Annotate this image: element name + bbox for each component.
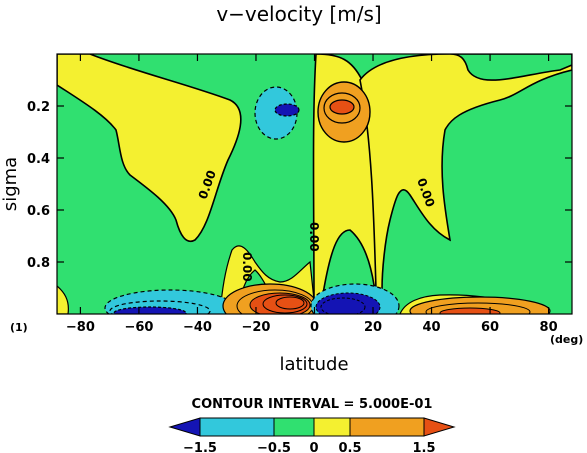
- colorbar-label-2: 0: [309, 441, 318, 453]
- colorbar-label-4: 1.5: [412, 441, 435, 453]
- x-tick-label: −20: [241, 320, 270, 335]
- colorbar-label-3: 0.5: [338, 441, 361, 453]
- y-tick-label: 0.6: [27, 204, 50, 219]
- negative-cell-north-surface-c2: [320, 297, 366, 314]
- positive-cell-north-surface-inner: [439, 307, 501, 314]
- positive-cell-north-surface-mid: [425, 302, 531, 314]
- x-axis: −80 −60 −40 −20 0 20 40 60 80: [66, 54, 558, 335]
- zero-label-2: 0.00: [307, 222, 321, 252]
- y-tick-label: 0.4: [27, 152, 50, 167]
- x-tick-label: 60: [481, 320, 499, 335]
- colorbar-deep-negative: [168, 417, 201, 437]
- colorbar: −1.5 −0.5 0 0.5 1.5: [168, 417, 456, 453]
- x-tick-label: −60: [124, 320, 153, 335]
- positive-strip-southpole: [57, 285, 69, 314]
- negative-cell-north-surface-inner: [315, 292, 381, 314]
- negative-cell-south-surface-inner: [113, 306, 187, 314]
- y-axis-label: sigma: [0, 157, 21, 211]
- colorbar-strong-positive: [349, 417, 425, 437]
- chart-title: v−velocity [m/s]: [216, 2, 381, 26]
- panel-label: (1): [10, 321, 28, 334]
- plot-area: 0.00 0.00 0.00 0.00: [57, 54, 572, 314]
- negative-cell-upper-inner: [274, 103, 300, 117]
- y-tick-label: 0.8: [27, 256, 50, 271]
- y-tick-label: 0.2: [27, 100, 50, 115]
- colorbar-positive: [313, 417, 351, 437]
- colorbar-negative: [199, 417, 275, 437]
- y-axis: 0.2 0.4 0.6 0.8: [27, 100, 572, 271]
- positive-cell-upper-inner: [329, 99, 355, 115]
- x-tick-label: 40: [422, 320, 440, 335]
- contour-interval-label: CONTOUR INTERVAL = 5.000E-01: [192, 397, 433, 412]
- x-tick-label: −40: [183, 320, 212, 335]
- colorbar-label-0: −1.5: [183, 441, 217, 453]
- positive-cell-south-surface-c4: [275, 296, 305, 310]
- positive-region-north: [359, 54, 572, 291]
- colorbar-deep-positive: [423, 417, 456, 437]
- x-tick-label: 80: [540, 320, 558, 335]
- colorbar-label-1: −0.5: [257, 441, 291, 453]
- x-tick-label: −80: [66, 320, 95, 335]
- x-axis-label: latitude: [279, 354, 348, 375]
- x-tick-label: 0: [310, 320, 319, 335]
- zero-label-3: 0.00: [240, 252, 254, 282]
- x-tick-label: 20: [364, 320, 382, 335]
- x-unit-label: (deg): [550, 333, 583, 346]
- colorbar-near-zero-neg: [273, 417, 315, 437]
- positive-region-south: [57, 54, 242, 242]
- positive-cell-south-surface-c3: [262, 294, 308, 314]
